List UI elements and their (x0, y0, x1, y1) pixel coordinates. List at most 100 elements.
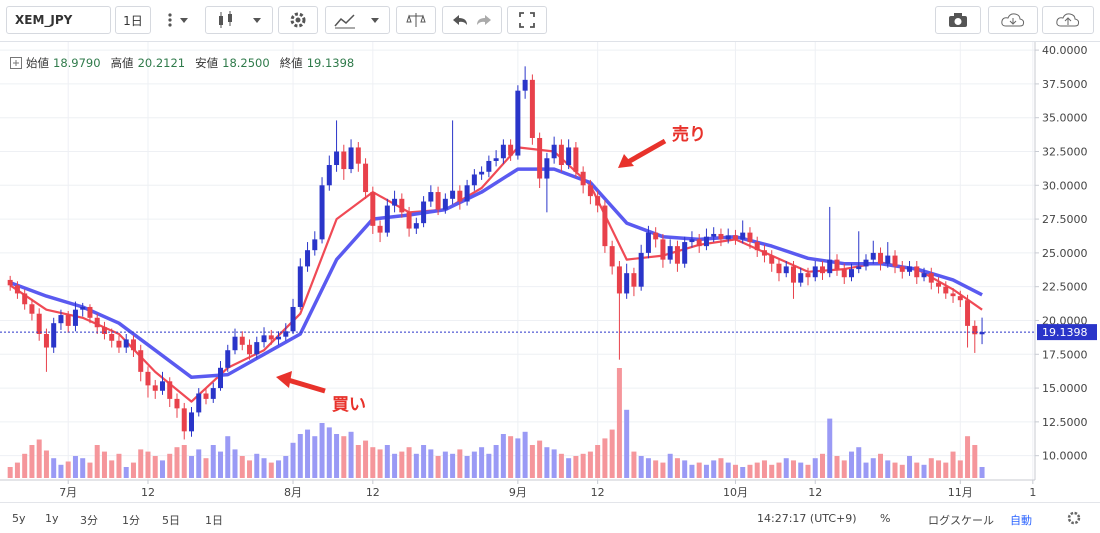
candle-body (80, 306, 86, 310)
volume-bar (174, 447, 180, 478)
volume-bar (479, 447, 485, 478)
candle-body (406, 212, 412, 229)
candle-body (725, 235, 731, 240)
volume-bar (812, 458, 818, 478)
undo-redo[interactable] (442, 6, 502, 34)
candle-body (703, 236, 709, 247)
candle-body (819, 266, 825, 274)
range-button[interactable]: 1日 (205, 514, 223, 527)
x-tick-label: 11月 (948, 486, 973, 499)
sell-arrow (626, 138, 667, 165)
candle-body (363, 163, 369, 193)
fullscreen-button[interactable] (507, 6, 547, 34)
indicator-button[interactable] (325, 6, 390, 34)
legend-value: 20.2121 (137, 56, 186, 70)
volume-bar (907, 456, 913, 478)
volume-bar (65, 461, 71, 478)
candle-body (776, 263, 782, 274)
volume-bar (225, 436, 231, 478)
auto-button[interactable]: 自動 (1010, 514, 1032, 527)
candle-body (109, 334, 115, 341)
save-button[interactable] (1042, 6, 1094, 34)
symbol-box[interactable]: XEM_JPY (6, 6, 111, 34)
percent-button[interactable]: % (880, 512, 891, 525)
candle-body (645, 232, 651, 253)
range-button[interactable]: 1y (45, 512, 59, 525)
log-button[interactable]: ログスケール (928, 514, 994, 527)
candle-body (660, 239, 666, 260)
candle-body (486, 160, 492, 172)
volume-bar (703, 464, 709, 478)
x-tick-label: 1 (1029, 486, 1036, 499)
volume-bar (334, 434, 340, 478)
volume-bar (254, 453, 260, 478)
range-button[interactable]: 5y (12, 512, 26, 525)
volume-bar (239, 456, 245, 478)
volume-bar (312, 436, 318, 478)
candle-body (885, 255, 891, 264)
volume-bar (674, 458, 680, 478)
volume-bar (732, 464, 738, 478)
candle-body (856, 266, 862, 270)
volume-bar (457, 449, 463, 478)
legend-toggle[interactable] (10, 57, 22, 69)
candle-body (493, 158, 499, 161)
interval-button[interactable]: 1日 (115, 6, 151, 34)
candle-body (305, 250, 311, 267)
range-button[interactable]: 5日 (162, 514, 180, 527)
volume-bar (849, 451, 855, 478)
candle-body (348, 147, 354, 170)
candle-body (450, 190, 456, 199)
volume-bar (80, 458, 86, 478)
volume-bar (348, 431, 354, 478)
volume-bar (297, 434, 303, 478)
last-price-label: 19.1398 (1042, 326, 1088, 339)
menu-button[interactable] (157, 6, 197, 34)
load-button[interactable] (988, 6, 1038, 34)
candle-body (326, 165, 332, 186)
y-tick-label: 27.5000 (1042, 213, 1088, 226)
volume-bar (196, 449, 202, 478)
volume-bar (218, 451, 224, 478)
range-button[interactable]: 1分 (122, 514, 140, 527)
bottom-toolbar: 自動 ログスケール % 14:27:17 (UTC+9) 5y 1y 3分 1分 5日 1… (0, 502, 1100, 533)
candle-body (457, 190, 463, 202)
candle-body (914, 266, 920, 278)
candle-body (130, 339, 136, 351)
menu-icon (168, 13, 188, 27)
volume-bar (558, 453, 564, 478)
candle-body (14, 285, 20, 294)
volume-bar (210, 445, 216, 478)
volume-bar (972, 445, 978, 478)
range-button[interactable]: 3分 (80, 514, 98, 527)
candle-body (544, 158, 550, 179)
volume-bar (363, 440, 369, 478)
bottom-settings[interactable] (1066, 510, 1082, 526)
volume-bar (892, 462, 898, 478)
candle-body (442, 198, 448, 210)
candle-body (181, 408, 187, 432)
volume-bar (624, 409, 630, 478)
candle-body (965, 300, 971, 326)
settings-button[interactable] (278, 6, 318, 34)
volume-bar (616, 368, 622, 478)
volume-bar (711, 460, 717, 478)
compare-button[interactable] (396, 6, 436, 34)
candle-body (580, 171, 586, 186)
candle-body (515, 90, 521, 156)
volume-bar (450, 453, 456, 478)
volume-bar (247, 460, 253, 478)
volume-bar (58, 464, 64, 478)
volume-bar (965, 436, 971, 478)
chart-bg (0, 42, 1100, 502)
candle-body (413, 223, 419, 229)
volume-bar (667, 453, 673, 478)
legend-label: 高値 (110, 56, 134, 70)
chart-type-button[interactable] (205, 6, 273, 34)
volume-bar (159, 460, 165, 478)
snapshot-button[interactable] (935, 6, 981, 34)
volume-bar (319, 423, 325, 478)
volume-bar (29, 445, 35, 478)
candle-body (587, 185, 593, 197)
volume-bar (551, 449, 557, 478)
